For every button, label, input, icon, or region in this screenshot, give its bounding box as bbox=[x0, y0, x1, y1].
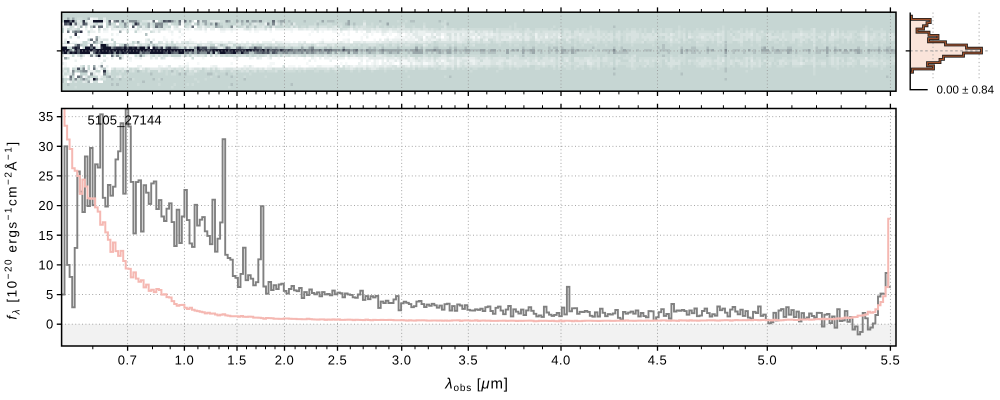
svg-text:0.7: 0.7 bbox=[118, 353, 138, 368]
svg-text:10: 10 bbox=[38, 257, 53, 272]
svg-text:15: 15 bbox=[38, 228, 53, 243]
svg-text:0.00 ± 0.84: 0.00 ± 0.84 bbox=[937, 84, 995, 96]
svg-text:2.0: 2.0 bbox=[275, 353, 295, 368]
svg-text:1.0: 1.0 bbox=[175, 353, 195, 368]
svg-text:35: 35 bbox=[38, 109, 53, 124]
svg-text:2.5: 2.5 bbox=[328, 353, 348, 368]
svg-text:0: 0 bbox=[46, 317, 54, 332]
svg-text:3.0: 3.0 bbox=[392, 353, 412, 368]
svg-text:4.5: 4.5 bbox=[648, 353, 668, 368]
svg-text:5105_27144: 5105_27144 bbox=[88, 113, 162, 128]
svg-text:20: 20 bbox=[38, 198, 53, 213]
svg-text:5: 5 bbox=[46, 287, 54, 302]
svg-text:fλ [10−20 ergs−1cm−2Å−1]: fλ [10−20 ergs−1cm−2Å−1] bbox=[4, 140, 23, 319]
svg-text:λobs [μm]: λobs [μm] bbox=[444, 376, 508, 395]
svg-text:1.5: 1.5 bbox=[227, 353, 247, 368]
svg-text:4.0: 4.0 bbox=[551, 353, 571, 368]
svg-text:25: 25 bbox=[38, 168, 53, 183]
svg-text:5.0: 5.0 bbox=[758, 353, 778, 368]
svg-text:5.5: 5.5 bbox=[881, 353, 901, 368]
svg-text:30: 30 bbox=[38, 139, 53, 154]
svg-text:3.5: 3.5 bbox=[459, 353, 479, 368]
